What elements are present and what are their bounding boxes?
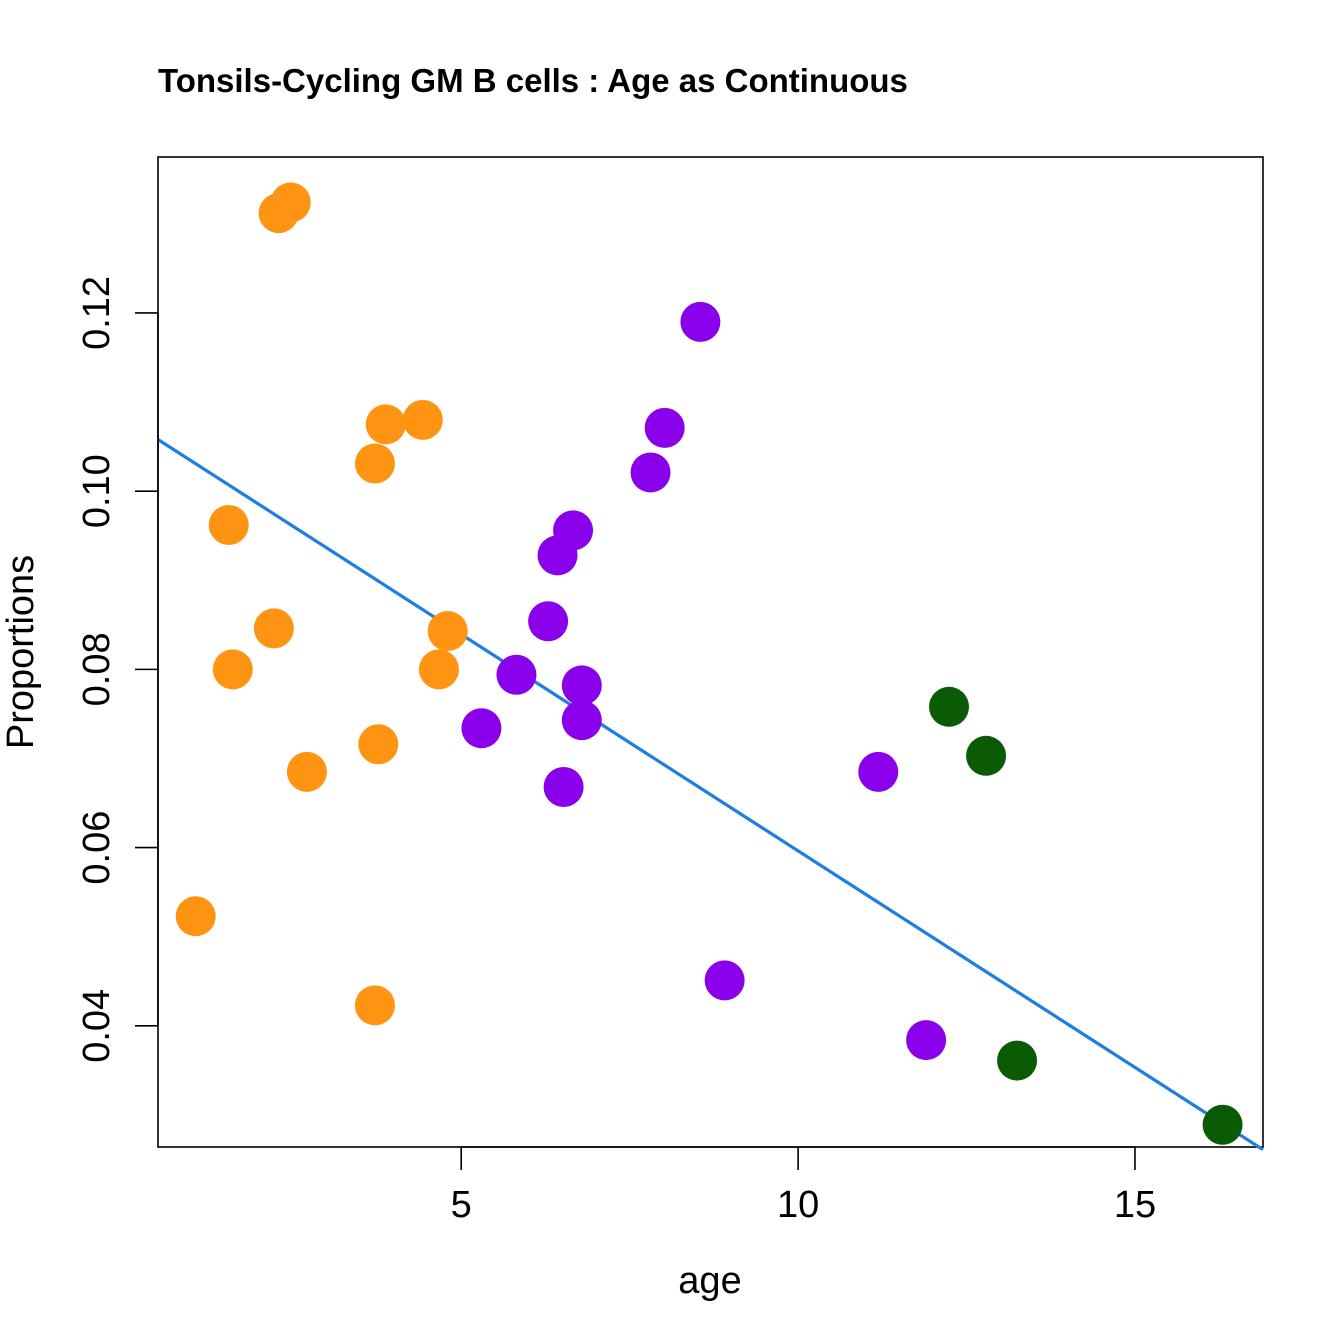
data-point-purple-group: [528, 601, 569, 642]
data-point-purple-group: [858, 751, 899, 792]
y-tick-label: 0.12: [76, 276, 118, 350]
y-tick-label: 0.06: [76, 811, 118, 885]
data-point-purple-group: [704, 960, 745, 1001]
data-point-green-group: [1202, 1104, 1243, 1145]
x-axis: 5 10 15: [451, 1146, 1156, 1226]
data-point-orange-group: [402, 399, 443, 440]
x-tick-label: 10: [777, 1184, 819, 1226]
data-point-green-group: [966, 735, 1007, 776]
data-point-purple-group: [906, 1020, 947, 1061]
data-point-purple-group: [496, 654, 537, 695]
data-point-purple-group: [561, 665, 602, 706]
data-point-purple-group: [461, 708, 502, 749]
data-point-purple-group: [680, 301, 721, 342]
data-point-purple-group: [543, 767, 584, 807]
y-axis-label: Proportions: [0, 555, 42, 749]
data-point-orange-group: [358, 724, 399, 765]
y-tick-label: 0.10: [76, 454, 118, 528]
y-tick-label: 0.08: [76, 632, 118, 706]
data-point-green-group: [997, 1040, 1038, 1081]
data-point-purple-group: [630, 452, 671, 493]
x-tick-label: 15: [1114, 1184, 1156, 1226]
data-point-purple-group: [644, 407, 685, 448]
data-point-orange-group: [286, 751, 327, 792]
data-point-orange-group: [175, 896, 216, 937]
points-layer: [175, 182, 1243, 1145]
y-tick-label: 0.04: [76, 989, 118, 1063]
data-point-purple-group: [561, 700, 602, 741]
data-point-orange-group: [418, 649, 459, 690]
data-point-orange-group: [270, 182, 311, 223]
data-point-orange-group: [253, 608, 294, 649]
data-point-orange-group: [212, 649, 253, 690]
y-axis: 0.04 0.06 0.08 0.10 0.12: [76, 276, 159, 1063]
data-point-orange-group: [208, 505, 249, 546]
data-point-orange-group: [354, 985, 395, 1026]
x-tick-label: 5: [451, 1184, 472, 1226]
data-point-green-group: [929, 686, 970, 727]
data-point-purple-group: [537, 535, 578, 576]
fit-line-layer: [157, 438, 1264, 1152]
fit-line: [157, 438, 1264, 1152]
data-point-orange-group: [427, 611, 468, 652]
data-point-orange-group: [365, 404, 406, 445]
chart-title: Tonsils-Cycling GM B cells : Age as Cont…: [158, 62, 908, 99]
x-axis-label: age: [678, 1260, 741, 1302]
data-point-orange-group: [354, 443, 395, 484]
